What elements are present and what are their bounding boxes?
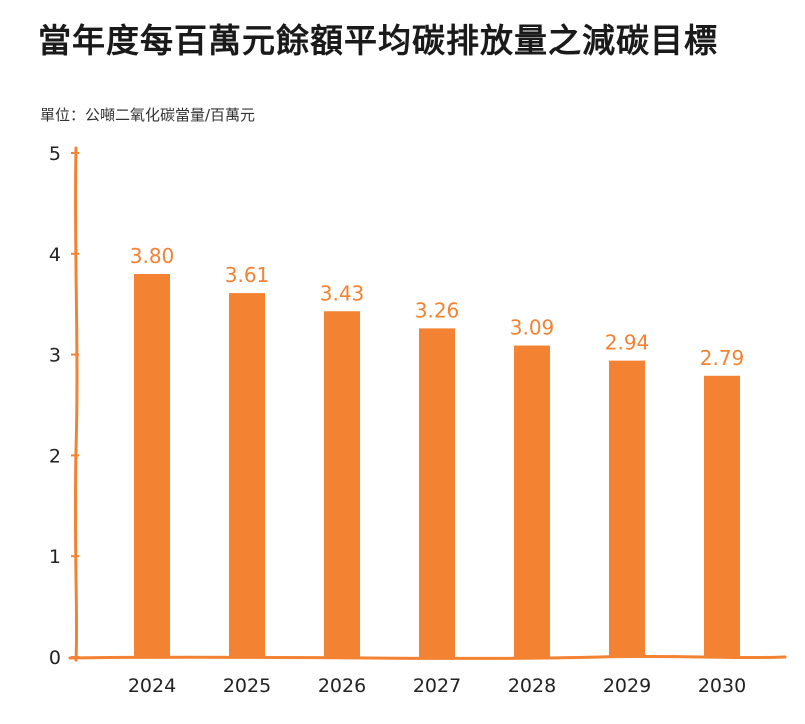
bar-2027 — [419, 328, 455, 657]
bars — [134, 273, 740, 657]
x-tick-label: 2025 — [223, 675, 271, 697]
y-axis-line — [73, 146, 79, 662]
unit-label: 單位：公噸二氧化碳當量/百萬元 — [40, 106, 256, 124]
y-tick-label: 2 — [49, 445, 61, 467]
bar-2024 — [134, 273, 170, 657]
value-label: 2.79 — [700, 346, 745, 370]
bar-2026 — [324, 311, 360, 657]
bar-2030 — [704, 375, 740, 657]
value-label: 3.09 — [510, 316, 555, 340]
x-tick-label: 2026 — [318, 675, 366, 697]
value-label: 3.26 — [415, 298, 460, 322]
value-label: 2.94 — [605, 331, 650, 355]
x-tick-label: 2030 — [698, 675, 746, 697]
y-axis-ticks: 0 1 2 3 4 5 — [49, 143, 79, 669]
x-axis-line — [68, 654, 787, 660]
y-tick-label: 4 — [49, 244, 61, 266]
x-tick-label: 2024 — [128, 675, 176, 697]
x-tick-label: 2028 — [508, 675, 556, 697]
chart-title: 當年度每百萬元餘額平均碳排放量之減碳目標 — [38, 21, 718, 60]
y-tick-label: 1 — [49, 546, 61, 568]
bar-2029 — [609, 360, 645, 657]
bar-2028 — [514, 345, 550, 657]
value-labels: 3.80 3.61 3.43 3.26 3.09 2.94 2.79 — [130, 244, 745, 370]
y-tick-label: 3 — [49, 345, 61, 367]
value-label: 3.80 — [130, 244, 175, 268]
y-tick-label: 5 — [49, 143, 61, 165]
x-tick-label: 2027 — [413, 675, 461, 697]
x-tick-label: 2029 — [603, 675, 651, 697]
y-tick-label: 0 — [49, 647, 61, 669]
x-axis-ticks: 2024 2025 2026 2027 2028 2029 2030 — [128, 675, 746, 697]
value-label: 3.43 — [320, 281, 365, 305]
bar-2025 — [229, 293, 265, 657]
value-label: 3.61 — [225, 263, 270, 287]
